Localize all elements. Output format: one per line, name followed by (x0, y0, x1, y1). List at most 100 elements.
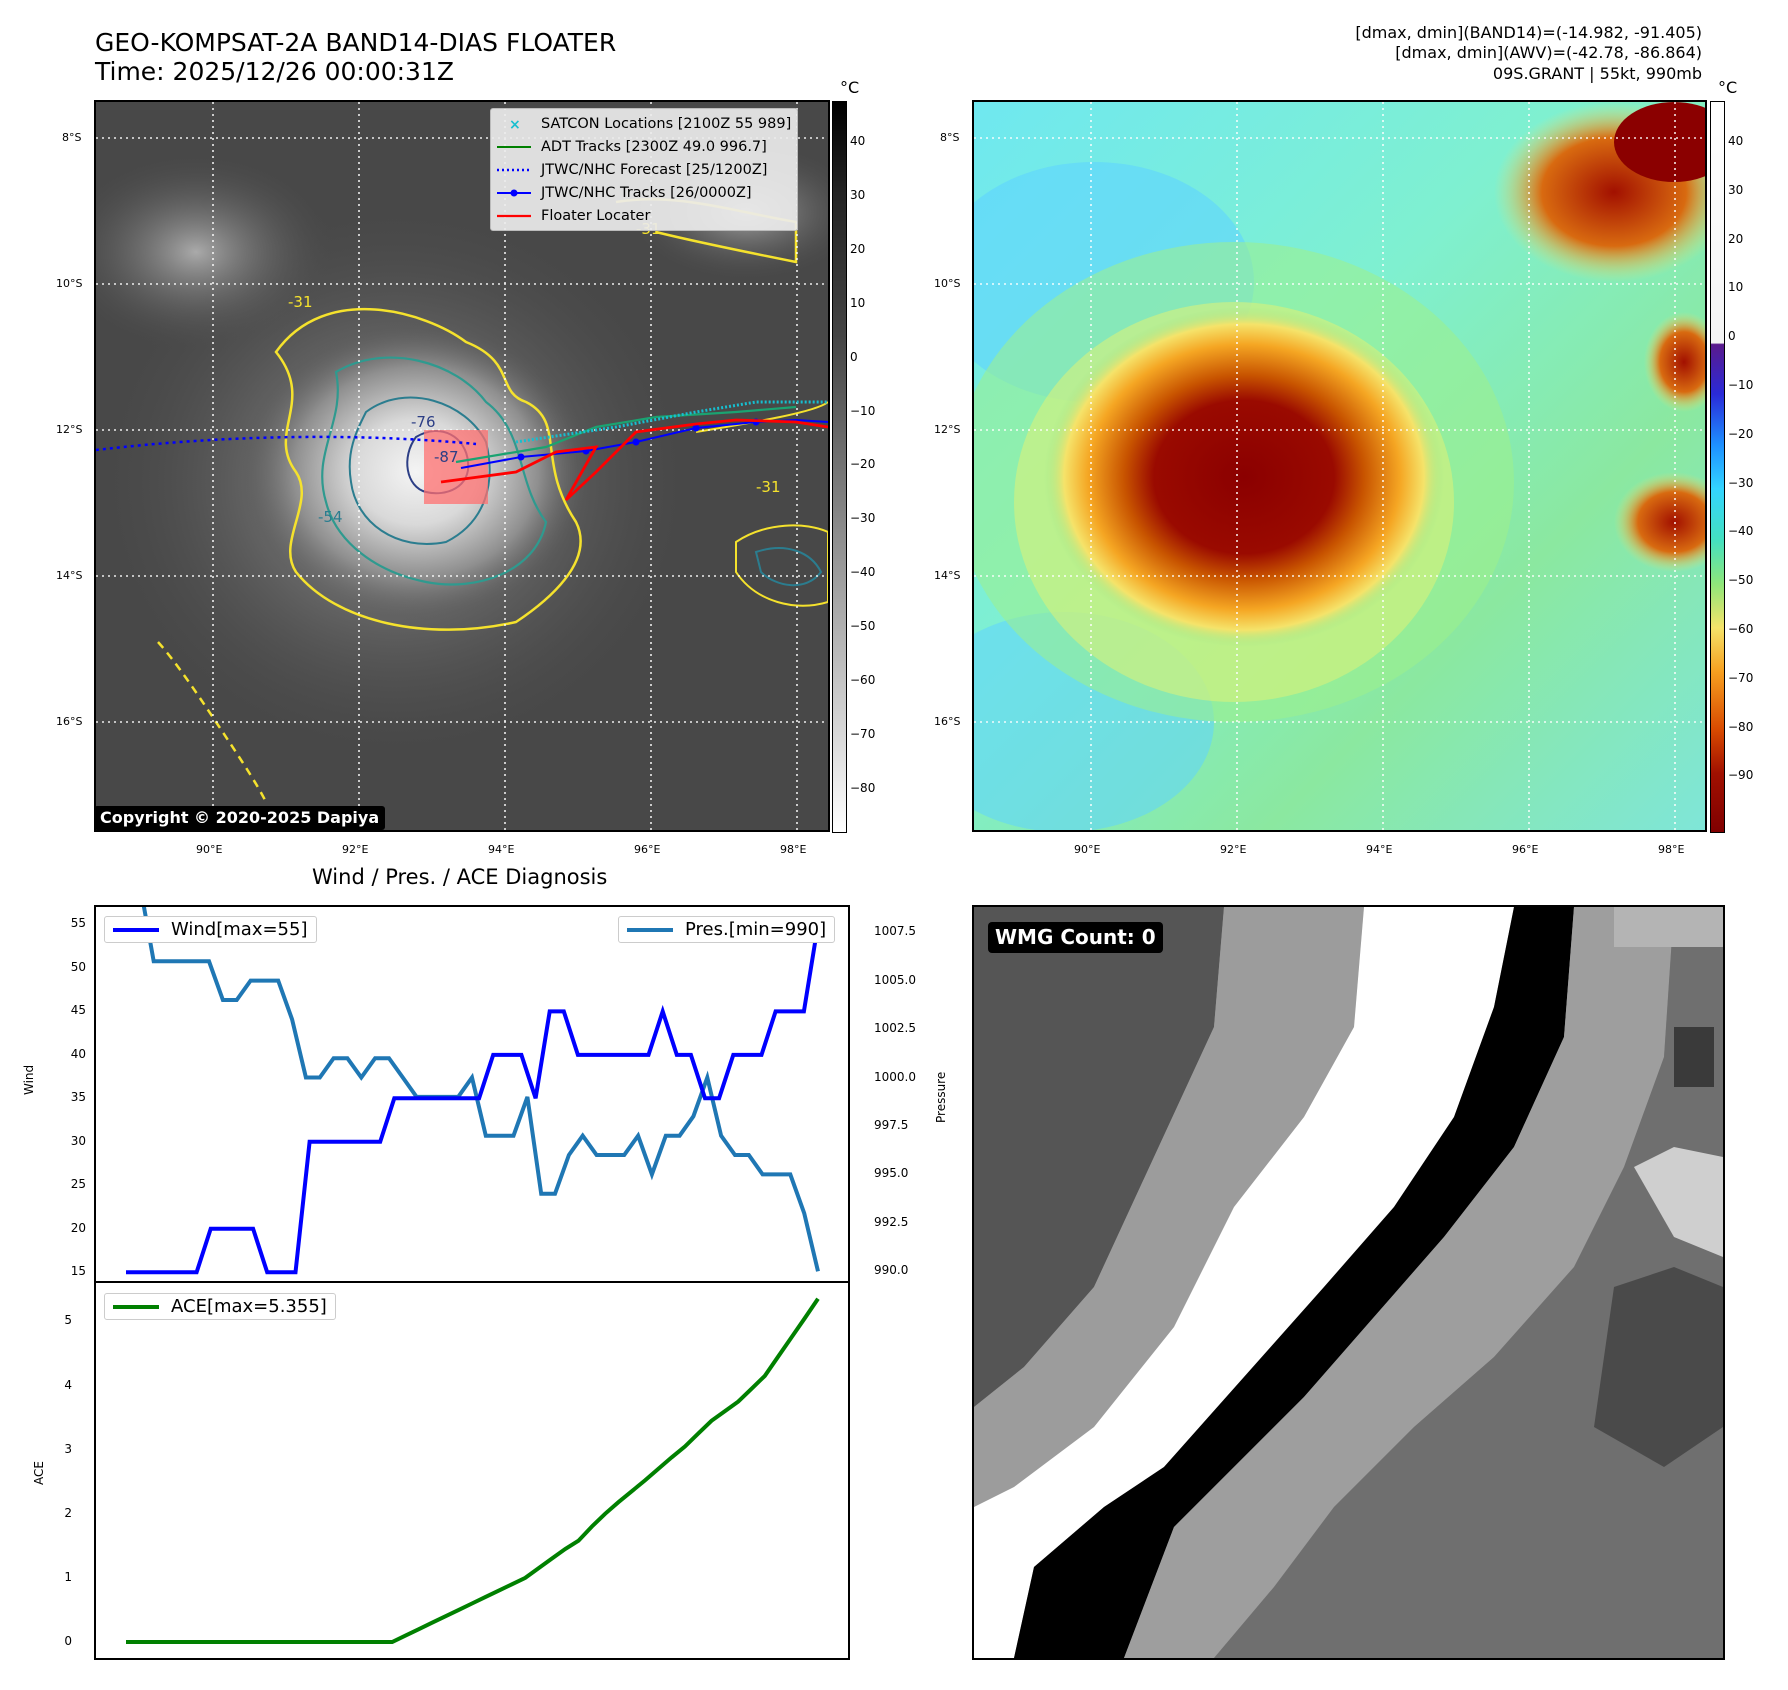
wind-ylabel: Wind (22, 1064, 36, 1095)
awv-colorbar-tick: 10 (1728, 280, 1744, 295)
pressure-tick: 990.0 (874, 1263, 909, 1278)
awv-colorbar-tick: −60 (1728, 622, 1754, 636)
ace-plot (126, 1297, 820, 1644)
pressure-tick: 995.0 (874, 1166, 909, 1181)
ir-colorbar-tick: −30 (850, 511, 876, 526)
awv-colorbar-tick: −80 (1728, 719, 1754, 734)
ir-colorbar-tick: 0 (850, 349, 858, 364)
lat-tick: 12°S (56, 423, 83, 436)
lat-tick: 12°S (934, 423, 961, 436)
contour-label: -31 (288, 293, 313, 311)
ir-colorbar-tick: 20 (850, 241, 866, 256)
ace-tick: 3 (64, 1441, 72, 1456)
legend-tracks: JTWC/NHC Tracks [26/0000Z] (497, 181, 791, 204)
ir-colorbar-tick: −70 (850, 726, 876, 741)
chart-time: Time: 2025/12/26 00:00:31Z (95, 57, 454, 86)
legend-forecast: JTWC/NHC Forecast [25/1200Z] (497, 161, 768, 178)
pressure-ylabel: Pressure (934, 1071, 948, 1123)
legend-adt: ADT Tracks [2300Z 49.0 996.7] (497, 138, 767, 155)
pressure-series-line (141, 907, 820, 1272)
pressure-tick: 1000.0 (874, 1069, 916, 1084)
lat-tick: 10°S (934, 277, 961, 290)
awv-colorbar-tick: −40 (1728, 524, 1754, 539)
awv-colorbar-tick: −90 (1728, 768, 1754, 783)
ir-colorbar-tick: 30 (850, 187, 866, 202)
awv-colorbar-unit: °C (1718, 78, 1738, 97)
lat-tick: 10°S (56, 277, 83, 290)
wind-tick: 15 (70, 1264, 86, 1279)
wind-series-line (126, 924, 820, 1275)
band14-range: [dmax, dmin](BAND14)=(-14.982, -91.405) (1355, 23, 1702, 42)
svg-text:×: × (509, 118, 521, 130)
wind-tick: 30 (70, 1133, 86, 1148)
awv-map-image (974, 102, 1705, 830)
lat-tick: 8°S (62, 131, 82, 144)
ir-colorbar-tick: −40 (850, 565, 876, 580)
legend-floater: Floater Locater (497, 207, 651, 224)
lon-tick: 92°E (342, 843, 369, 856)
awv-colorbar-tick: 30 (1728, 182, 1744, 197)
ace-tick: 2 (64, 1505, 72, 1520)
awv-colorbar-tick: 0 (1728, 329, 1736, 344)
ir-colorbar-tick: 10 (850, 295, 866, 310)
wind-tick: 50 (70, 959, 86, 974)
ir-colorbar-tick: −50 (850, 619, 876, 634)
pressure-legend: Pres.[min=990] (618, 916, 836, 943)
awv-colorbar-tick: −50 (1728, 573, 1754, 588)
pressure-tick: 992.5 (874, 1214, 909, 1229)
wmg-count-badge: WMG Count: 0 (988, 922, 1163, 953)
ace-series-line (126, 1297, 820, 1644)
pressure-tick: 1005.0 (874, 972, 916, 987)
awv-range: [dmax, dmin](AWV)=(-42.78, -86.864) (1395, 43, 1702, 62)
lon-tick: 90°E (1074, 843, 1101, 856)
pressure-tick: 1002.5 (874, 1021, 916, 1036)
wind-pressure-plot (126, 907, 820, 1275)
wind-tick: 45 (70, 1003, 86, 1018)
contour-label: -31 (756, 478, 781, 496)
lon-tick: 98°E (780, 843, 807, 856)
wind-tick: 20 (70, 1220, 86, 1235)
lon-tick: 90°E (196, 843, 223, 856)
ace-axes (94, 1281, 850, 1660)
ace-tick: 1 (64, 1569, 72, 1584)
contour-label: -87 (434, 448, 459, 466)
awv-map-panel (972, 100, 1707, 832)
pressure-tick: 1007.5 (874, 924, 916, 939)
ace-tick: 5 (64, 1313, 72, 1328)
ir-colorbar-tick: 40 (850, 134, 866, 148)
wind-legend-swatch (113, 927, 159, 932)
lat-tick: 14°S (56, 569, 83, 582)
ir-colorbar-tick: −10 (850, 403, 876, 418)
contour-label: -54 (318, 508, 343, 526)
lon-tick: 96°E (634, 843, 661, 856)
lon-tick: 92°E (1220, 843, 1247, 856)
wind-tick: 25 (70, 1177, 86, 1192)
awv-colorbar-tick: 20 (1728, 231, 1744, 246)
awv-colorbar-tick: −30 (1728, 475, 1754, 490)
ir-colorbar-tick: −80 (850, 780, 876, 795)
pressure-tick: 997.5 (874, 1117, 909, 1132)
awv-colorbar-tick: −20 (1728, 426, 1754, 441)
lon-tick: 98°E (1658, 843, 1685, 856)
ace-ylabel: ACE (32, 1461, 46, 1485)
awv-colorbar-tick: −10 (1728, 378, 1754, 392)
awv-colorbar-tick: 40 (1728, 134, 1744, 148)
wind-legend: Wind[max=55] (104, 916, 317, 943)
storm-info: 09S.GRANT | 55kt, 990mb (1492, 64, 1702, 83)
lat-tick: 14°S (934, 569, 961, 582)
legend-satcon: × SATCON Locations [2100Z 55 989] (509, 115, 792, 132)
awv-colorbar-tick: −70 (1728, 670, 1754, 685)
ir-colorbar-tick: −60 (850, 673, 876, 687)
pressure-legend-swatch (627, 927, 673, 932)
wmg-panel (972, 905, 1725, 1660)
contour-label: -76 (411, 413, 436, 431)
lat-tick: 16°S (56, 715, 83, 728)
ir-legend: × SATCON Locations [2100Z 55 989] ADT Tr… (490, 108, 799, 231)
chart-title: GEO-KOMPSAT-2A BAND14-DIAS FLOATER (95, 28, 617, 57)
lon-tick: 96°E (1512, 843, 1539, 856)
lon-tick: 94°E (1366, 843, 1393, 856)
wmg-image (974, 907, 1723, 1658)
wind-tick: 55 (70, 916, 86, 931)
wind-tick: 40 (70, 1046, 86, 1061)
diag-title: Wind / Pres. / ACE Diagnosis (312, 865, 608, 889)
